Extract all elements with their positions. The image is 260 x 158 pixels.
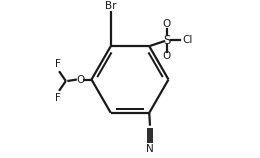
Text: S: S [163,34,170,47]
Text: F: F [55,93,61,103]
Text: O: O [162,19,171,29]
Text: Br: Br [105,1,116,11]
Text: O: O [76,75,84,85]
Text: O: O [162,51,171,61]
Text: F: F [55,59,61,69]
Text: N: N [146,144,154,154]
Text: Cl: Cl [183,35,193,45]
